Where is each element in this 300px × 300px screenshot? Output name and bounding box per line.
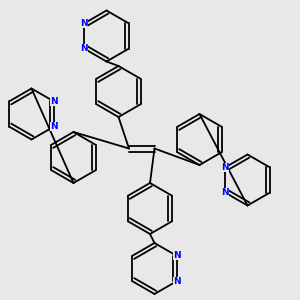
Text: N: N [173,251,180,260]
Text: N: N [50,97,57,106]
Text: N: N [173,277,180,286]
Text: N: N [81,44,88,53]
Text: N: N [50,122,57,131]
Text: N: N [222,163,229,172]
Text: N: N [81,19,88,28]
Text: N: N [222,188,229,197]
